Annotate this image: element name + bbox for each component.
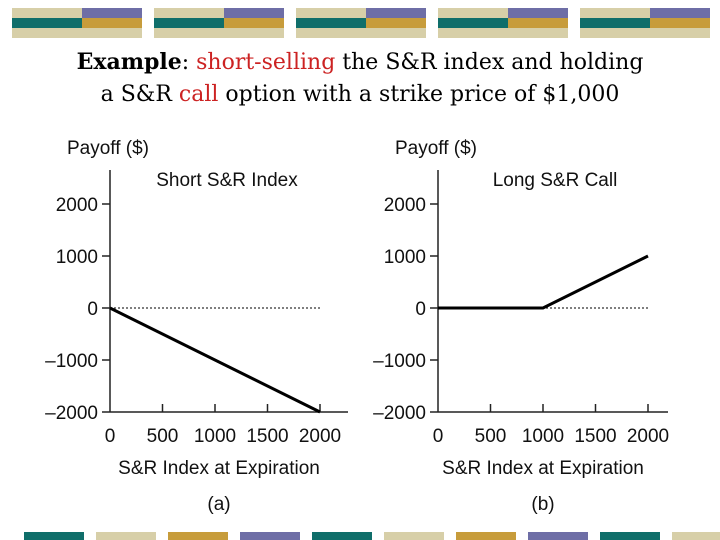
band-block: [456, 532, 516, 540]
band-block: [580, 8, 650, 18]
band-block: [96, 532, 156, 540]
x-tick-label: 0: [433, 426, 444, 447]
band-block: [296, 18, 366, 28]
bottom-decorative-band: [0, 532, 720, 540]
band-block: [438, 18, 508, 28]
y-tick-label: –1000: [45, 351, 98, 372]
band-block: [580, 18, 650, 28]
band-block: [240, 532, 300, 540]
band-block: [650, 8, 710, 18]
y-tick-label: 1000: [384, 247, 426, 268]
title-colon: :: [181, 50, 197, 75]
band-block: [224, 8, 284, 18]
band-block: [168, 532, 228, 540]
chart-title: Short S&R Index: [156, 170, 298, 191]
y-tick-label: 0: [415, 299, 426, 320]
band-block: [650, 18, 710, 28]
title-line2-start: a S&R: [100, 82, 179, 107]
x-tick-label: 500: [475, 426, 507, 447]
band-block: [154, 8, 224, 18]
y-tick-label: 1000: [56, 247, 98, 268]
title-bold: Example: [76, 49, 182, 75]
x-tick-label: 1500: [574, 426, 616, 447]
band-block: [24, 532, 84, 540]
band-block: [12, 8, 82, 18]
y-tick-label: 2000: [384, 195, 426, 216]
band-block: [528, 532, 588, 540]
y-tick-label: –1000: [373, 351, 426, 372]
band-block: [366, 18, 426, 28]
band-block: [12, 18, 82, 28]
y-axis-title: Payoff ($): [395, 138, 477, 159]
band-block: [296, 28, 366, 38]
y-tick-label: –2000: [373, 403, 426, 424]
band-block: [650, 28, 710, 38]
band-block: [82, 28, 142, 38]
x-tick-label: 0: [105, 426, 116, 447]
payoff-series-line: [438, 254, 649, 310]
title-line1-rest: the S&R index and holding: [335, 50, 644, 75]
band-block: [438, 28, 508, 38]
band-block: [224, 18, 284, 28]
x-tick-label: 2000: [299, 426, 341, 447]
band-block: [82, 18, 142, 28]
band-block: [438, 8, 508, 18]
band-block: [600, 532, 660, 540]
x-tick-label: 500: [147, 426, 179, 447]
title-line2-rest: option with a strike price of $1,000: [218, 82, 620, 107]
band-block: [508, 18, 568, 28]
y-tick-label: 2000: [56, 195, 98, 216]
title-red-call: call: [178, 82, 219, 107]
band-block: [154, 28, 224, 38]
band-block: [12, 28, 82, 38]
y-tick-label: –2000: [45, 403, 98, 424]
band-block: [154, 18, 224, 28]
chart-title: Long S&R Call: [493, 170, 618, 191]
title-red-short-selling: short-selling: [196, 50, 336, 75]
x-tick-label: 2000: [627, 426, 669, 447]
title-line-2: a S&R call option with a strike price of…: [0, 79, 720, 111]
band-block: [672, 532, 720, 540]
x-tick-label: 1000: [194, 426, 236, 447]
band-block: [508, 28, 568, 38]
band-block: [508, 8, 568, 18]
band-block: [312, 532, 372, 540]
y-axis-title: Payoff ($): [67, 138, 149, 159]
payoff-series-line: [109, 306, 321, 414]
x-axis-title: S&R Index at Expiration: [442, 458, 644, 479]
band-block: [366, 8, 426, 18]
panel-label: (b): [531, 494, 554, 515]
top-decorative-band: [0, 8, 720, 38]
band-block: [296, 8, 366, 18]
band-block: [366, 28, 426, 38]
band-block: [580, 28, 650, 38]
band-block: [384, 532, 444, 540]
band-block: [82, 8, 142, 18]
y-tick-label: 0: [87, 299, 98, 320]
x-tick-label: 1500: [246, 426, 288, 447]
title-line-1: Example: short-selling the S&R index and…: [0, 46, 720, 79]
panel-label: (a): [207, 494, 230, 515]
x-tick-label: 1000: [522, 426, 564, 447]
x-axis-title: S&R Index at Expiration: [118, 458, 320, 479]
band-block: [224, 28, 284, 38]
slide-title: Example: short-selling the S&R index and…: [0, 46, 720, 111]
